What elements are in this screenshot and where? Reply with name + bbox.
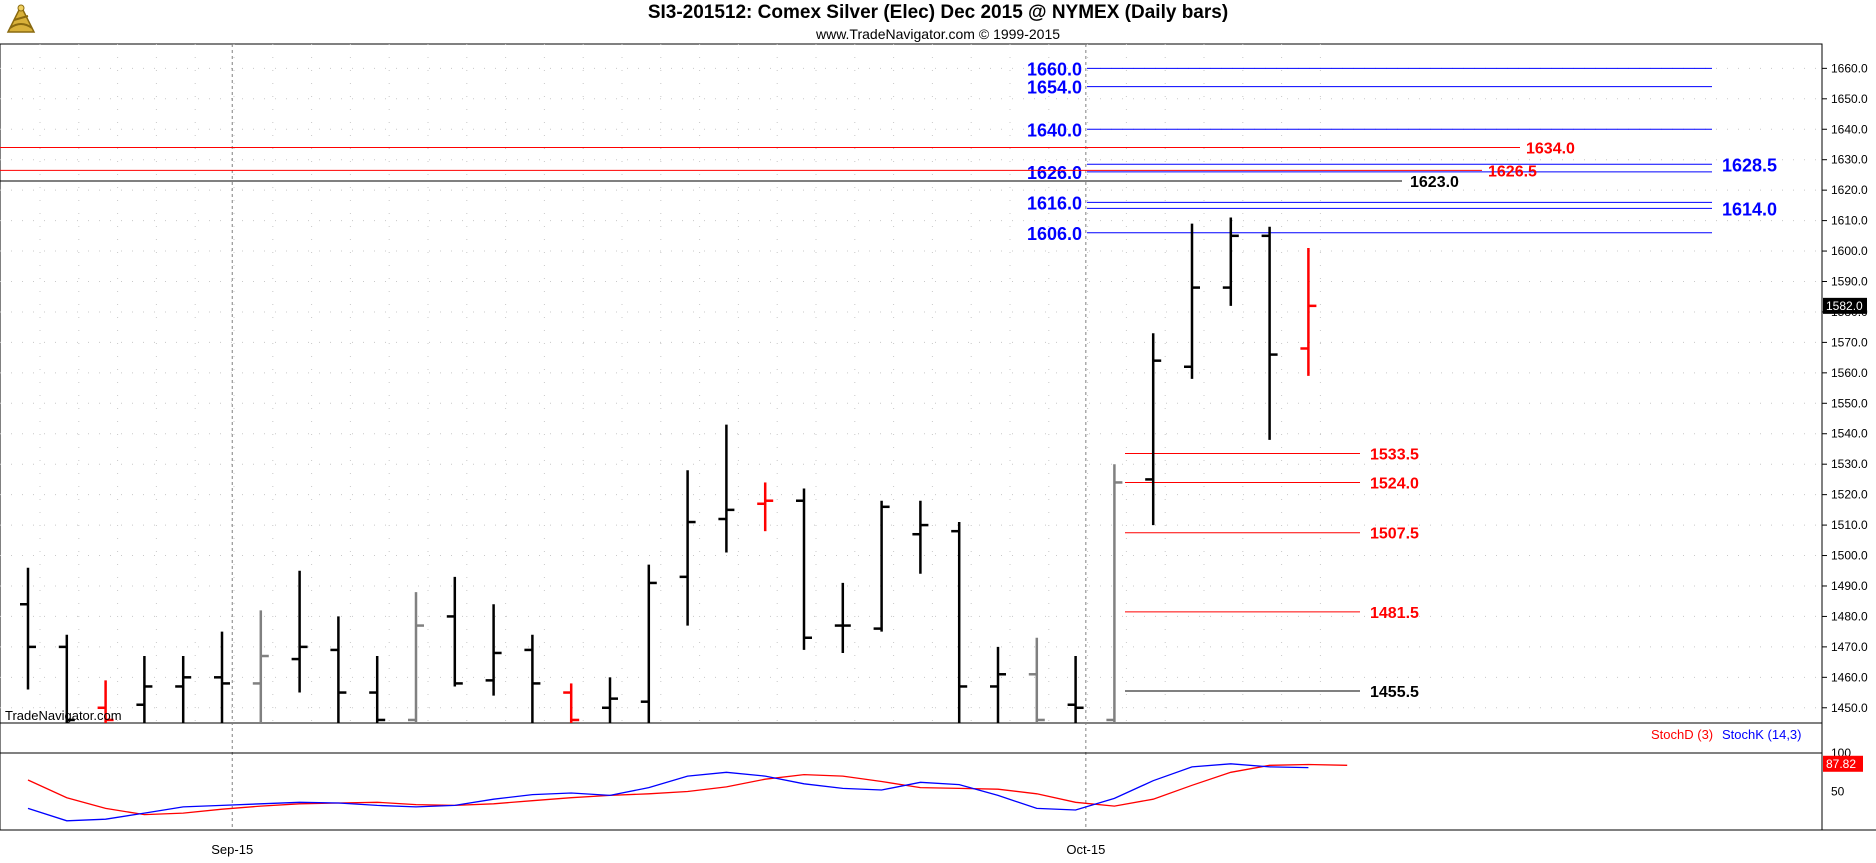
black-level-label: 1623.0 bbox=[1410, 174, 1459, 191]
y-tick-label: 1520.0 bbox=[1831, 488, 1868, 502]
y-tick-label: 1560.0 bbox=[1831, 366, 1868, 380]
stoch-k-legend: StochK (14,3) bbox=[1722, 727, 1802, 742]
stoch-last-label: 87.82 bbox=[1826, 757, 1856, 771]
blue-level-label: 1640.0 bbox=[1027, 120, 1082, 140]
y-tick-label: 1540.0 bbox=[1831, 427, 1868, 441]
last-price-badge bbox=[1823, 297, 1867, 314]
y-tick-label: 1640.0 bbox=[1831, 122, 1868, 136]
red-level-label: 1507.5 bbox=[1370, 526, 1419, 543]
stoch-d-line bbox=[27, 763, 1348, 816]
y-tick-label: 1500.0 bbox=[1831, 549, 1868, 563]
y-tick-label: 1590.0 bbox=[1831, 274, 1868, 288]
y-tick-label: 1510.0 bbox=[1831, 518, 1868, 532]
y-tick-label: 1550.0 bbox=[1831, 396, 1868, 410]
blue-level-label: 1654.0 bbox=[1027, 78, 1082, 98]
axis-panel bbox=[1822, 44, 1876, 830]
chart-title: SI3-201512: Comex Silver (Elec) Dec 2015… bbox=[647, 2, 1229, 23]
y-tick-label: 1650.0 bbox=[1831, 92, 1868, 106]
blue-level-label: 1614.0 bbox=[1722, 199, 1777, 219]
y-tick-label: 1630.0 bbox=[1831, 153, 1868, 167]
y-tick-label: 1530.0 bbox=[1831, 457, 1868, 471]
y-tick-label: 1620.0 bbox=[1831, 183, 1868, 197]
blue-level-label: 1626.0 bbox=[1027, 163, 1082, 183]
stoch-d-legend: StochD (3) bbox=[1651, 727, 1713, 742]
y-tick-label: 1450.0 bbox=[1831, 701, 1868, 715]
x-tick-label: Sep-15 bbox=[211, 842, 253, 857]
red-level-label: 1524.0 bbox=[1370, 475, 1419, 492]
stoch-k-line bbox=[27, 763, 1309, 822]
blue-level-label: 1660.0 bbox=[1027, 59, 1082, 79]
stoch-tick-label: 50 bbox=[1831, 785, 1845, 799]
black-level-label: 1455.5 bbox=[1370, 684, 1419, 701]
stoch-last-badge bbox=[1823, 755, 1863, 772]
blue-level-label: 1606.0 bbox=[1027, 224, 1082, 244]
sextant-logo-icon bbox=[6, 4, 36, 33]
last-price-label: 1582.0 bbox=[1826, 299, 1863, 313]
y-tick-label: 1480.0 bbox=[1831, 609, 1868, 623]
red-level-label: 1634.0 bbox=[1526, 141, 1575, 158]
blue-level-label: 1628.5 bbox=[1722, 155, 1777, 175]
price-panel bbox=[0, 43, 1823, 724]
red-level-label: 1533.5 bbox=[1370, 447, 1419, 464]
red-level-label: 1481.5 bbox=[1370, 605, 1419, 622]
red-level-label: 1626.5 bbox=[1488, 163, 1537, 180]
chart-header: SI3-201512: Comex Silver (Elec) Dec 2015… bbox=[0, 0, 1876, 44]
y-tick-label: 1490.0 bbox=[1831, 579, 1868, 593]
x-tick-label: Oct-15 bbox=[1066, 842, 1105, 857]
stoch-panel bbox=[0, 722, 1823, 831]
y-tick-label: 1570.0 bbox=[1831, 335, 1868, 349]
y-tick-label: 1460.0 bbox=[1831, 670, 1868, 684]
blue-level-label: 1616.0 bbox=[1027, 193, 1082, 213]
y-tick-label: 1660.0 bbox=[1831, 61, 1868, 75]
y-tick-label: 1600.0 bbox=[1831, 244, 1868, 258]
chart-subtitle: www.TradeNavigator.com © 1999-2015 bbox=[815, 26, 1061, 42]
y-tick-label: 1470.0 bbox=[1831, 640, 1868, 654]
y-tick-label: 1610.0 bbox=[1831, 214, 1868, 228]
watermark: TradeNavigator.com bbox=[5, 708, 122, 723]
